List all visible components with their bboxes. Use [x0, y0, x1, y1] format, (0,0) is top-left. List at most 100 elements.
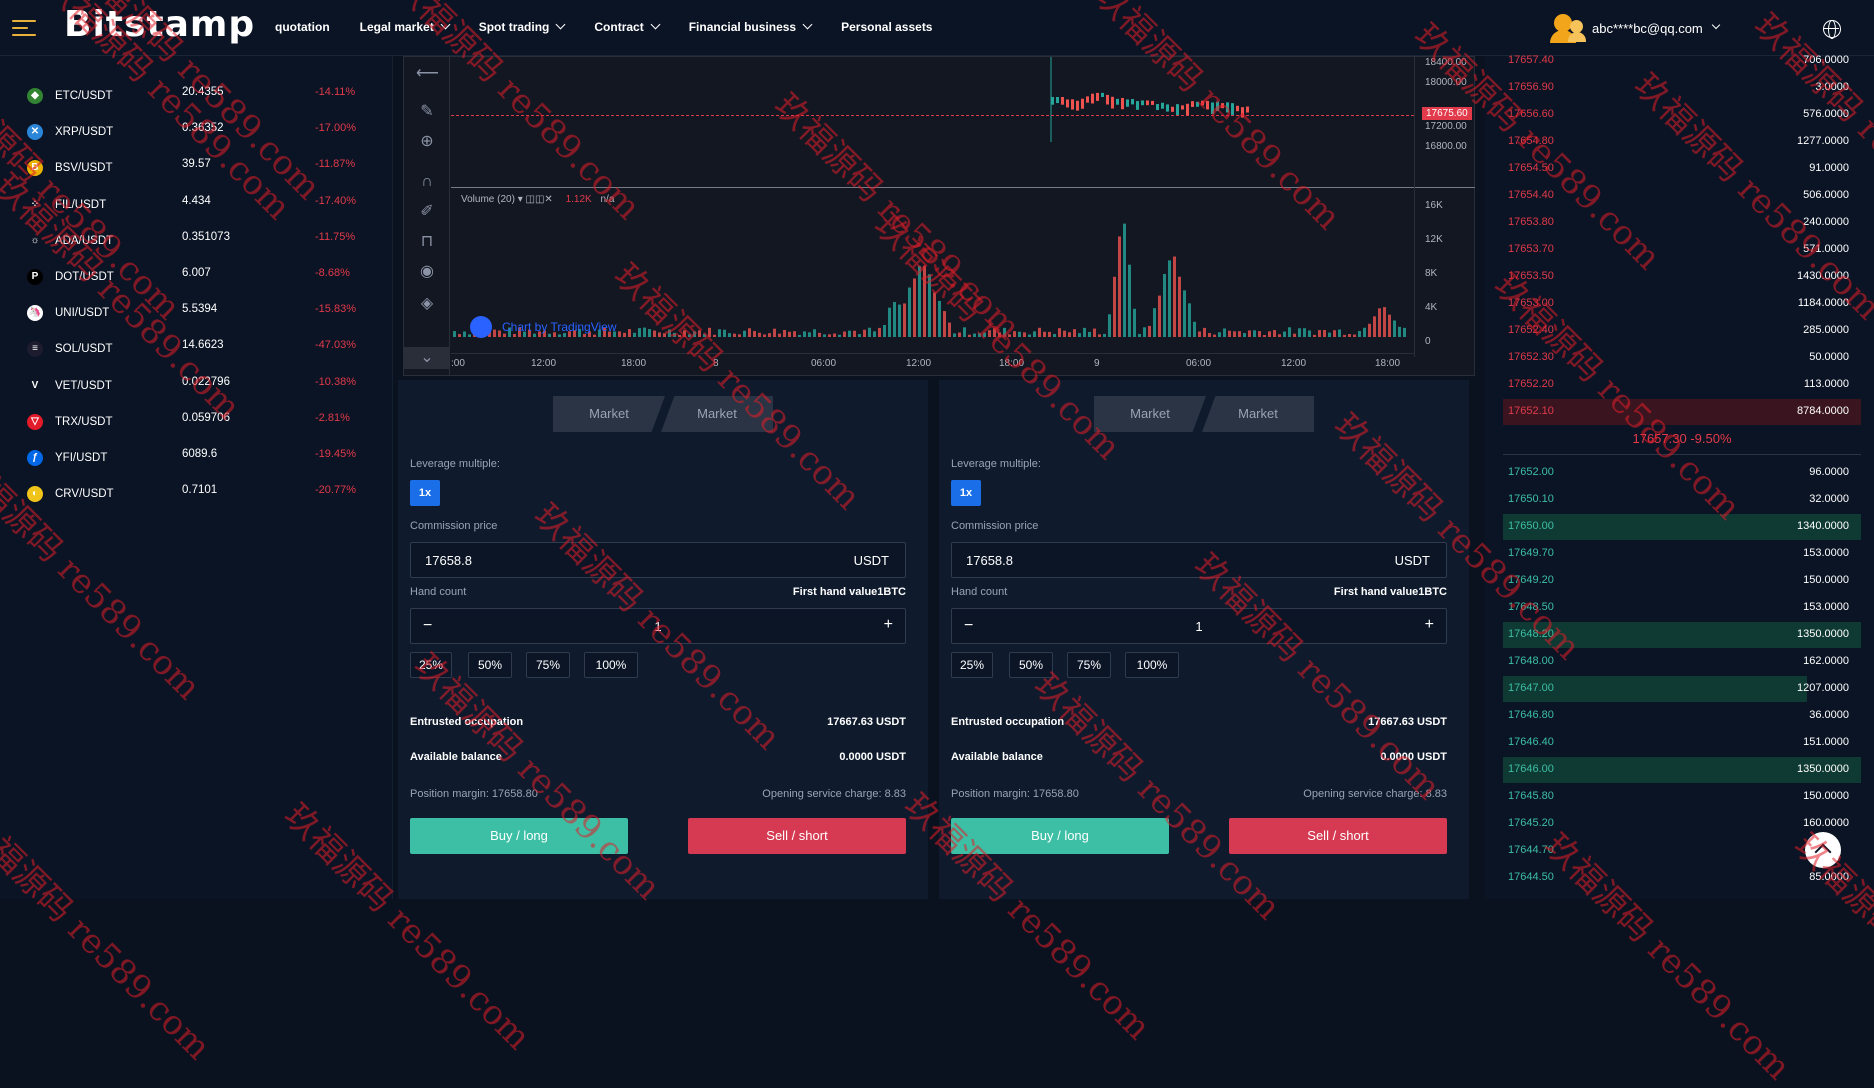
book-divider: [1503, 454, 1861, 455]
coin-row[interactable]: 🦄 UNI/USDT 5.5394 -15.83%: [0, 295, 393, 331]
bid-row[interactable]: 17644.50 85.0000: [1503, 865, 1861, 891]
ask-row[interactable]: 17654.80 1277.0000: [1503, 129, 1861, 155]
pct-25-button[interactable]: 25%: [410, 652, 452, 678]
volume-na: n/a: [600, 194, 615, 205]
tab-market-2[interactable]: Market: [1202, 396, 1314, 432]
tradingview-attribution[interactable]: Chart by TradingView: [470, 316, 617, 338]
bid-row[interactable]: 17645.80 150.0000: [1503, 784, 1861, 810]
bid-row[interactable]: 17649.20 150.0000: [1503, 568, 1861, 594]
tab-market-2[interactable]: Market: [661, 396, 773, 432]
hand-count-stepper[interactable]: − 1 +: [410, 608, 906, 644]
eye-icon[interactable]: ◉: [420, 263, 434, 280]
user-menu[interactable]: abc****bc@qq.com: [1550, 12, 1721, 44]
ask-row[interactable]: 17653.00 1184.0000: [1503, 291, 1861, 317]
buy-long-button[interactable]: Buy / long: [951, 818, 1169, 854]
coin-row[interactable]: ▽ TRX/USDT 0.059706 -2.81%: [0, 404, 393, 440]
bid-row[interactable]: 17644.70: [1503, 838, 1861, 864]
depth-bar: [1503, 514, 1861, 540]
bid-row[interactable]: 17645.20 160.0000: [1503, 811, 1861, 837]
coin-row[interactable]: ✕ XRP/USDT 0.36352 -17.00%: [0, 114, 393, 150]
coin-row[interactable]: ≡ SOL/USDT 14.6623 -47.03%: [0, 331, 393, 367]
magnet-icon[interactable]: ∩: [421, 173, 433, 190]
scroll-top-button[interactable]: [1805, 832, 1841, 868]
bid-row[interactable]: 17648.00 162.0000: [1503, 649, 1861, 675]
hand-count-stepper[interactable]: − 1 +: [951, 608, 1447, 644]
pane-separator[interactable]: [451, 187, 1475, 188]
brand-logo[interactable]: Bitstamp: [64, 4, 256, 45]
ask-row[interactable]: 17656.60 576.0000: [1503, 102, 1861, 128]
tab-market-1[interactable]: Market: [553, 396, 665, 432]
plus-button[interactable]: +: [1424, 616, 1434, 633]
pct-100-button[interactable]: 100%: [1125, 652, 1179, 678]
ask-row[interactable]: 17654.50 91.0000: [1503, 156, 1861, 182]
bid-row[interactable]: 17646.40 151.0000: [1503, 730, 1861, 756]
bid-price: 17649.70: [1508, 547, 1554, 559]
bid-row[interactable]: 17647.00 1207.0000: [1503, 676, 1861, 702]
ask-row[interactable]: 17653.70 571.0000: [1503, 237, 1861, 263]
ask-price: 17653.50: [1508, 270, 1554, 282]
bid-row[interactable]: 17648.50 153.0000: [1503, 595, 1861, 621]
bid-row[interactable]: 17646.80 36.0000: [1503, 703, 1861, 729]
leverage-button[interactable]: 1x: [951, 480, 981, 506]
bid-row[interactable]: 17646.00 1350.0000: [1503, 757, 1861, 783]
coin-row[interactable]: B BSV/USDT 39.57 -11.87%: [0, 150, 393, 186]
plus-button[interactable]: +: [883, 616, 893, 633]
ask-row[interactable]: 17652.30 50.0000: [1503, 345, 1861, 371]
pct-75-button[interactable]: 75%: [1067, 652, 1111, 678]
layers-icon[interactable]: ◈: [420, 295, 434, 312]
coin-row[interactable]: ☼ ADA/USDT 0.351073 -11.75%: [0, 223, 393, 259]
coin-row[interactable]: ƒ YFI/USDT 6089.6 -19.45%: [0, 440, 393, 476]
nav-item-0[interactable]: quotation: [275, 20, 330, 34]
pct-50-button[interactable]: 50%: [1009, 652, 1053, 678]
buy-long-button[interactable]: Buy / long: [410, 818, 628, 854]
bid-row[interactable]: 17648.20 1350.0000: [1503, 622, 1861, 648]
ask-row[interactable]: 17654.40 506.0000: [1503, 183, 1861, 209]
ruler-icon[interactable]: ✎: [420, 103, 434, 120]
coin-row[interactable]: ◆ ETC/USDT 20.4355 -14.11%: [0, 78, 393, 114]
ask-row[interactable]: 17657.40 706.0000: [1503, 48, 1861, 74]
bid-row[interactable]: 17650.10 32.0000: [1503, 487, 1861, 513]
pct-25-button[interactable]: 25%: [951, 652, 993, 678]
coin-row[interactable]: ⁘ FIL/USDT 4.434 -17.40%: [0, 187, 393, 223]
arrow-left-icon[interactable]: ⟵: [416, 65, 439, 82]
sell-short-button[interactable]: Sell / short: [1229, 818, 1447, 854]
nav-item-4[interactable]: Financial business: [689, 19, 813, 34]
lock-icon[interactable]: ⊓: [420, 233, 434, 250]
menu-icon[interactable]: [12, 20, 36, 36]
bid-row[interactable]: 17649.70 153.0000: [1503, 541, 1861, 567]
commission-price-input[interactable]: 17658.8 USDT: [951, 542, 1447, 578]
chevron-down-icon[interactable]: ⌄: [404, 347, 450, 369]
price-axis: 18400.00 18000.00 17200.00 16800.00 16K 12K 8K…: [1414, 57, 1475, 357]
minus-button[interactable]: −: [423, 617, 433, 634]
ask-row[interactable]: 17652.40 285.0000: [1503, 318, 1861, 344]
tradingview-logo-icon: [470, 316, 492, 338]
bid-row[interactable]: 17652.00 96.0000: [1503, 460, 1861, 486]
pct-50-button[interactable]: 50%: [468, 652, 512, 678]
zoom-in-icon[interactable]: ⊕: [420, 133, 434, 150]
sell-short-button[interactable]: Sell / short: [688, 818, 906, 854]
pct-75-button[interactable]: 75%: [526, 652, 570, 678]
price-chart[interactable]: ⟵ ✎ ⊕ ∩ ✐ ⊓ ◉ ◈ ⌄ 18400.00 18000.00 17200.…: [403, 56, 1475, 376]
nav-item-1[interactable]: Legal market: [360, 19, 451, 34]
ask-amount: 285.0000: [1803, 324, 1849, 336]
ask-row[interactable]: 17652.20 113.0000: [1503, 372, 1861, 398]
language-globe-icon[interactable]: [1823, 20, 1841, 39]
nav-item-2[interactable]: Spot trading: [479, 19, 566, 34]
tab-market-1[interactable]: Market: [1094, 396, 1206, 432]
pct-100-button[interactable]: 100%: [584, 652, 638, 678]
commission-price-input[interactable]: 17658.8 USDT: [410, 542, 906, 578]
coin-price: 0.36352: [182, 122, 224, 135]
nav-item-5[interactable]: Personal assets: [841, 20, 932, 34]
pencil-lock-icon[interactable]: ✐: [420, 203, 434, 220]
ask-row[interactable]: 17656.90 3.0000: [1503, 75, 1861, 101]
bid-row[interactable]: 17650.00 1340.0000: [1503, 514, 1861, 540]
ask-row[interactable]: 17653.80 240.0000: [1503, 210, 1861, 236]
minus-button[interactable]: −: [964, 617, 974, 634]
ask-row[interactable]: 17652.10 8784.0000: [1503, 399, 1861, 425]
nav-item-3[interactable]: Contract: [594, 19, 661, 34]
leverage-button[interactable]: 1x: [410, 480, 440, 506]
coin-row[interactable]: V VET/USDT 0.022796 -10.38%: [0, 368, 393, 404]
coin-row[interactable]: P DOT/USDT 6.007 -8.68%: [0, 259, 393, 295]
ask-row[interactable]: 17653.50 1430.0000: [1503, 264, 1861, 290]
coin-row[interactable]: ◐ CRV/USDT 0.7101 -20.77%: [0, 476, 393, 512]
